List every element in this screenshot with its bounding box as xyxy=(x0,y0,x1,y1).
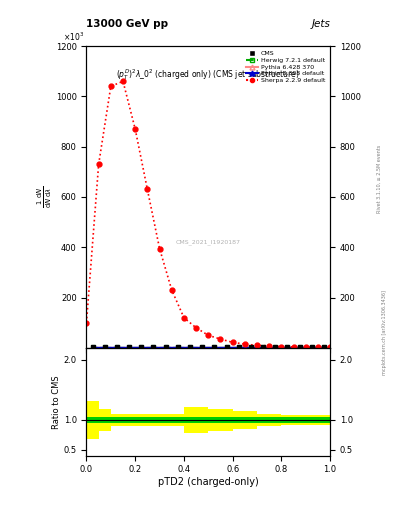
X-axis label: pTD2 (charged-only): pTD2 (charged-only) xyxy=(158,477,259,487)
Bar xyxy=(135,414,160,426)
Bar xyxy=(86,417,330,423)
Bar xyxy=(160,414,184,426)
Text: Jets: Jets xyxy=(311,19,330,30)
Bar xyxy=(306,415,330,424)
Bar xyxy=(86,400,99,439)
Text: Rivet 3.1.10, ≥ 2.5M events: Rivet 3.1.10, ≥ 2.5M events xyxy=(377,145,382,214)
Bar xyxy=(281,415,306,424)
Bar xyxy=(257,414,281,426)
Bar xyxy=(208,409,233,431)
Bar xyxy=(233,411,257,429)
Y-axis label: Ratio to CMS: Ratio to CMS xyxy=(52,375,61,429)
Text: mcplots.cern.ch [arXiv:1306.3436]: mcplots.cern.ch [arXiv:1306.3436] xyxy=(382,290,387,375)
Text: $\times 10^{3}$: $\times 10^{3}$ xyxy=(63,31,84,43)
Y-axis label: $\frac{1}{\mathrm{d}N}\frac{\mathrm{d}N}{\mathrm{d}\lambda}$: $\frac{1}{\mathrm{d}N}\frac{\mathrm{d}N}… xyxy=(36,186,54,208)
Bar xyxy=(111,414,135,426)
Legend: CMS, Herwig 7.2.1 default, Pythia 6.428 370, Pythia 8.308 default, Sherpa 2.2.9 : CMS, Herwig 7.2.1 default, Pythia 6.428 … xyxy=(244,49,327,85)
Bar xyxy=(184,407,208,433)
Text: $(p_T^D)^2\lambda\_0^2$ (charged only) (CMS jet substructure): $(p_T^D)^2\lambda\_0^2$ (charged only) (… xyxy=(116,67,300,82)
Text: 13000 GeV pp: 13000 GeV pp xyxy=(86,19,169,30)
Bar xyxy=(99,409,111,431)
Text: CMS_2021_I1920187: CMS_2021_I1920187 xyxy=(176,240,241,245)
